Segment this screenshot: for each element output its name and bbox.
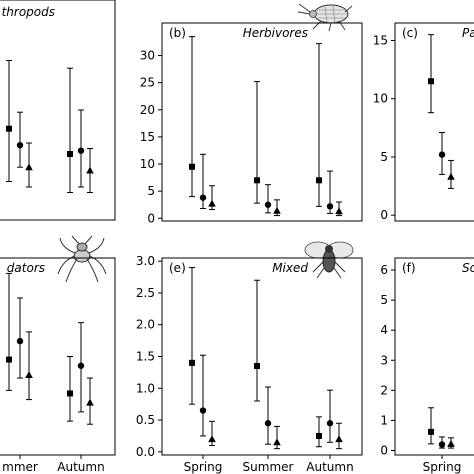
panel-f: 0123456SpringS(f)So <box>380 257 474 474</box>
panel-title: thropods <box>2 5 55 19</box>
marker-triangle <box>25 370 33 378</box>
marker-circle <box>16 142 24 149</box>
marker-triangle <box>273 438 281 446</box>
y-tick-label: 10 <box>140 157 155 171</box>
marker-triangle <box>335 435 343 443</box>
marker-triangle <box>447 172 455 180</box>
marker-circle <box>199 194 207 201</box>
x-tick-label: mmer <box>2 460 38 474</box>
x-tick-label: Spring <box>423 460 462 474</box>
marker-square <box>428 78 434 85</box>
plot-frame <box>394 22 474 222</box>
y-tick-label: 5 <box>147 184 155 198</box>
y-tick-label: 0 <box>380 208 388 222</box>
y-tick-label: 5 <box>380 150 388 164</box>
x-tick-label: Spring <box>184 460 223 474</box>
panel-a: thropods <box>0 0 116 221</box>
marker-square <box>67 390 73 397</box>
plot-frame <box>161 22 363 222</box>
y-tick-label: 2.0 <box>136 318 155 332</box>
marker-circle <box>16 337 24 345</box>
y-tick-label: 2 <box>380 383 388 397</box>
marker-circle <box>326 420 334 427</box>
plot-frame <box>0 257 116 456</box>
marker-square <box>67 151 73 157</box>
predator-spider-icon <box>57 235 107 283</box>
panel-label: (e) <box>169 261 186 275</box>
panel-b: 0 5 10 15 20 25 30 (b) Herbivores <box>140 22 363 225</box>
marker-square <box>316 177 322 184</box>
marker-circle <box>199 407 207 414</box>
marker-triangle <box>86 398 94 406</box>
panel-e: 0.0 0.5 1.0 1.5 2.0 2.5 3.0 Spring Summer Autumn (… <box>136 254 363 474</box>
marker-triangle <box>273 206 281 214</box>
y-tick-label: 3 <box>380 353 388 367</box>
panel-title: So <box>462 261 474 275</box>
marker-circle <box>438 441 446 448</box>
x-tick-label: Autumn <box>306 460 353 474</box>
marker-square <box>189 359 195 366</box>
marker-square <box>316 432 322 439</box>
marker-square <box>428 428 434 435</box>
marker-circle <box>326 203 334 210</box>
x-tick-label: Autumn <box>57 460 104 474</box>
panel-title: Mixed <box>272 261 308 275</box>
panel-label: (c) <box>402 26 418 40</box>
panel-label: (b) <box>169 26 186 40</box>
marker-circle <box>438 151 446 158</box>
x-tick-label: Summer <box>243 460 294 474</box>
marker-triangle <box>208 435 216 443</box>
marker-triangle <box>25 163 33 171</box>
marker-triangle <box>208 199 216 207</box>
y-tick-label: 1 <box>380 413 388 427</box>
marker-square <box>254 363 260 370</box>
marker-square <box>189 163 195 170</box>
panel-title: Herbivores <box>243 26 308 40</box>
panel-c: 0 5 10 15 (c) Pa <box>373 22 474 222</box>
panel-title: dators <box>7 261 45 275</box>
mixed-fly-icon <box>304 241 354 279</box>
y-tick-label: 30 <box>140 49 155 63</box>
plot-frame <box>394 257 474 456</box>
y-tick-label: 10 <box>373 92 388 106</box>
marker-circle <box>77 362 85 369</box>
y-tick-label: 5 <box>380 293 388 307</box>
y-tick-label: 6 <box>380 263 388 277</box>
marker-square <box>6 125 12 132</box>
marker-square <box>254 177 260 184</box>
plot-frame <box>0 0 116 221</box>
y-tick-label: 4 <box>380 323 388 337</box>
y-tick-label: 1.0 <box>136 381 155 395</box>
y-tick-label: 0 <box>147 211 155 225</box>
panel-label: (f) <box>402 261 416 275</box>
marker-circle <box>264 420 272 427</box>
marker-circle <box>264 201 272 208</box>
marker-square <box>6 356 12 363</box>
y-tick-label: 2.5 <box>136 286 155 300</box>
herbivore-insect-icon <box>297 3 353 32</box>
y-tick-label: 0.5 <box>136 413 155 427</box>
panel-d: mmer Autumn dators <box>0 257 116 474</box>
y-tick-label: 1.5 <box>136 350 155 364</box>
y-tick-label: 3.0 <box>136 254 155 268</box>
marker-triangle <box>335 207 343 215</box>
marker-triangle <box>447 439 455 447</box>
y-tick-label: 25 <box>140 76 155 90</box>
marker-circle <box>77 147 85 154</box>
panel-title: Pa <box>462 26 474 40</box>
y-tick-label: 0.0 <box>136 445 155 459</box>
marker-triangle <box>86 166 94 174</box>
y-tick-label: 20 <box>140 103 155 117</box>
y-tick-label: 15 <box>373 33 388 47</box>
y-tick-label: 15 <box>140 130 155 144</box>
y-tick-label: 0 <box>380 443 388 457</box>
